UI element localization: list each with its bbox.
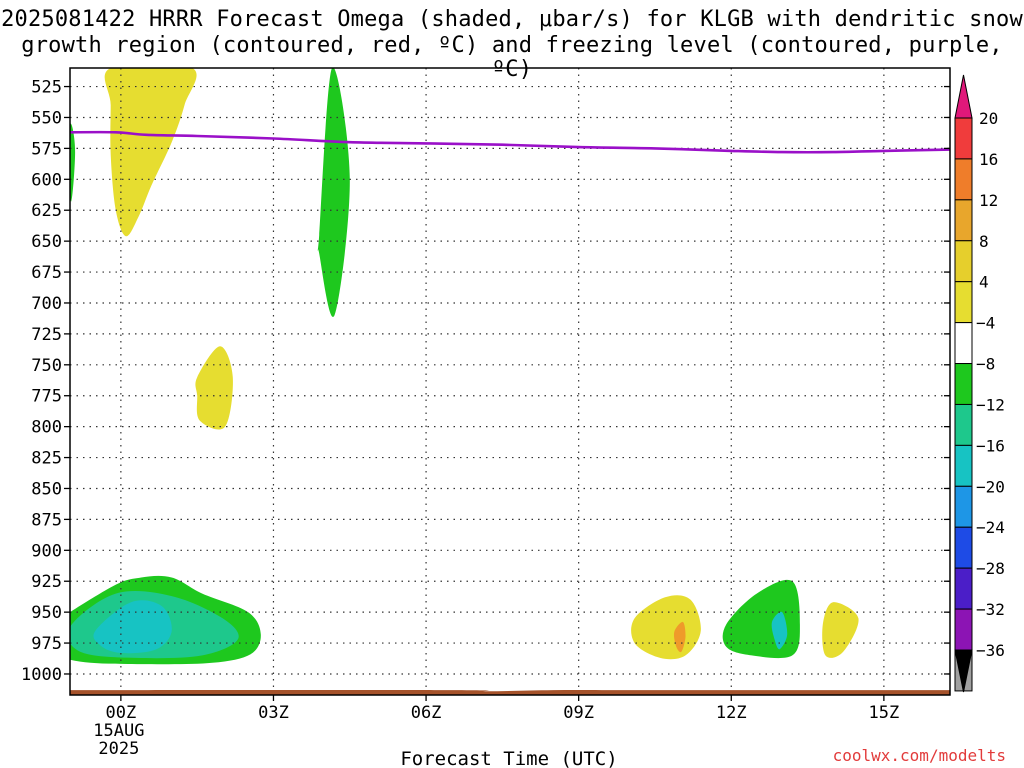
y-tick-label-600: 600: [31, 170, 62, 190]
colorbar-swatch-3: [954, 240, 973, 283]
colorbar-label-6: −8: [976, 355, 995, 374]
dotted-grid: [70, 68, 950, 695]
y-tick-label-575: 575: [31, 139, 62, 159]
y-tick-label-975: 975: [31, 634, 62, 654]
y-tick-label-875: 875: [31, 510, 62, 530]
colorbar-swatch-6: [954, 363, 973, 405]
y-tick-label-675: 675: [31, 263, 62, 283]
x-tick-date: 15AUG: [93, 721, 144, 741]
y-tick-label-925: 925: [31, 572, 62, 592]
colorbar-swatch-7: [954, 403, 973, 446]
y-tick-label-1000: 1000: [21, 665, 62, 685]
x-axis-label: Forecast Time (UTC): [400, 748, 617, 768]
colorbar-label-9: −20: [976, 477, 1005, 496]
colorbar-label-11: −28: [976, 559, 1005, 578]
colorbar-swatch-11: [954, 567, 973, 610]
colorbar-swatch-1: [954, 158, 973, 201]
colorbar-label-4: 4: [979, 273, 989, 292]
y-axis-ticks: 525 550 575 600 625 650 675 700 725 750 775 800 825 8…: [21, 78, 950, 685]
x-tick-label-00Z: 00Z: [106, 703, 137, 723]
y-tick-label-700: 700: [31, 294, 62, 314]
y-tick-label-950: 950: [31, 603, 62, 623]
chart-title-line-1: 2025081422 HRRR Forecast Omega (shaded, …: [1, 7, 1023, 32]
y-tick-label-725: 725: [31, 325, 62, 345]
y-tick-label-750: 750: [31, 356, 62, 376]
colorbar-label-5: −4: [976, 314, 995, 333]
x-tick-label-03Z: 03Z: [258, 703, 289, 723]
omega-region-10: [771, 611, 788, 650]
colorbar-label-13: −36: [976, 641, 1005, 660]
x-tick-label-15Z: 15Z: [869, 703, 900, 723]
y-tick-label-550: 550: [31, 108, 62, 128]
colorbar-swatch-4: [954, 281, 973, 324]
y-tick-label-625: 625: [31, 201, 62, 221]
colorbar-swatch-12: [954, 608, 973, 651]
colorbar-swatch-9: [954, 485, 973, 528]
x-tick-label-06Z: 06Z: [411, 703, 442, 723]
colorbar-label-3: 8: [979, 232, 989, 251]
omega-region-2: [317, 68, 350, 317]
omega-region-8: [673, 621, 686, 653]
y-tick-label-525: 525: [31, 78, 62, 98]
omega-region-6: [93, 600, 172, 654]
x-tick-label-12Z: 12Z: [716, 703, 747, 723]
contour-lines: [70, 130, 950, 695]
plot-frame: [69, 67, 951, 696]
colorbar-swatch-2: [954, 199, 973, 242]
y-tick-label-650: 650: [31, 232, 62, 252]
surface-ground-band: [70, 689, 950, 695]
omega-region-9: [722, 579, 800, 659]
y-tick-label-850: 850: [31, 479, 62, 499]
freezing-level-line: [70, 130, 950, 154]
colorbar-label-10: −24: [976, 518, 1005, 537]
omega-region-11: [822, 602, 859, 658]
omega-region-7: [631, 595, 701, 660]
y-tick-label-900: 900: [31, 541, 62, 561]
colorbar-legend: 20 16 12 8 4 −4 −8 −12 −16 −20 −24 −28 −32 −36: [954, 74, 1005, 693]
chart-title-line-2: growth region (contoured, red, ºC) and f…: [21, 33, 1003, 82]
x-tick-label-09Z: 09Z: [563, 703, 594, 723]
colorbar-label-12: −32: [976, 600, 1005, 619]
omega-region-0: [104, 68, 197, 237]
omega-shading-layer: [70, 68, 859, 665]
y-tick-label-825: 825: [31, 449, 62, 469]
x-tick-year: 2025: [98, 739, 139, 759]
source-credit[interactable]: coolwx.com/modelts: [832, 746, 1006, 765]
colorbar-label-2: 12: [979, 191, 998, 210]
omega-region-1: [70, 123, 76, 202]
colorbar-label-8: −16: [976, 436, 1005, 455]
y-tick-label-775: 775: [31, 387, 62, 407]
y-tick-label-800: 800: [31, 418, 62, 438]
colorbar-label-0: 20: [979, 109, 998, 128]
colorbar-swatch-8: [954, 444, 973, 487]
colorbar-swatch-0: [954, 117, 973, 160]
colorbar-top-arrow: [954, 74, 973, 119]
omega-region-3: [195, 346, 233, 430]
colorbar-bottom-arrow: [954, 649, 973, 693]
colorbar-swatch-10: [954, 526, 973, 569]
colorbar-label-7: −12: [976, 395, 1005, 414]
colorbar-label-1: 16: [979, 150, 998, 169]
colorbar-swatch-5: [954, 322, 973, 365]
